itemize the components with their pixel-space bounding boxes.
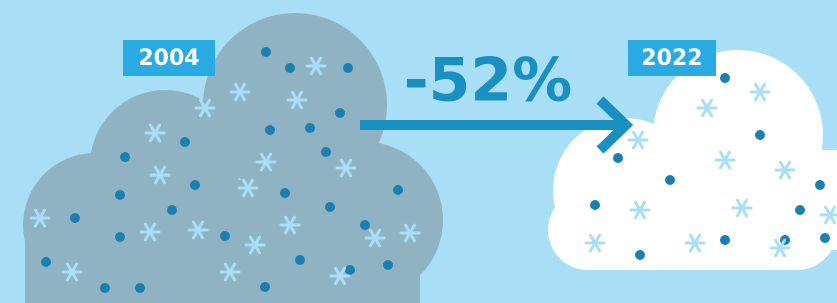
- dot: [220, 231, 230, 241]
- dot: [755, 130, 765, 140]
- dot: [295, 255, 305, 265]
- dot: [613, 153, 623, 163]
- dot: [720, 235, 730, 245]
- dot: [795, 205, 805, 215]
- dot: [115, 232, 125, 242]
- dot: [280, 188, 290, 198]
- dot: [100, 283, 110, 293]
- dot: [115, 190, 125, 200]
- dot: [260, 282, 270, 292]
- dot: [167, 205, 177, 215]
- dot: [70, 213, 80, 223]
- dot: [285, 63, 295, 73]
- dot: [180, 137, 190, 147]
- dot: [393, 185, 403, 195]
- dot: [135, 283, 145, 293]
- dot: [345, 265, 355, 275]
- year-label: 2004: [138, 46, 199, 71]
- dot: [383, 260, 393, 270]
- dot: [590, 200, 600, 210]
- dot: [343, 63, 353, 73]
- dot: [265, 125, 275, 135]
- dot: [261, 47, 271, 57]
- dot: [120, 152, 130, 162]
- dot: [820, 233, 830, 243]
- year-label: 2022: [641, 46, 702, 71]
- dot: [190, 180, 200, 190]
- dot: [665, 175, 675, 185]
- dot: [325, 202, 335, 212]
- dot: [305, 123, 315, 133]
- dot: [360, 220, 370, 230]
- dot: [635, 250, 645, 260]
- dot: [321, 147, 331, 157]
- dot: [41, 257, 51, 267]
- infographic: 2004 2022 -52%: [0, 0, 837, 303]
- change-label: -52%: [404, 46, 573, 116]
- dot: [335, 108, 345, 118]
- dot: [815, 180, 825, 190]
- dot: [720, 73, 730, 83]
